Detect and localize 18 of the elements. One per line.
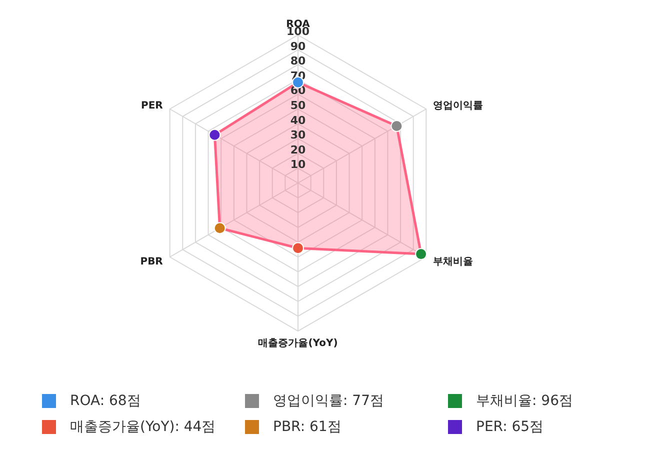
y-tick-label: 80 [290, 54, 306, 68]
spoke-label: 매출증가율(YoY) [258, 338, 338, 350]
y-tick-label: 40 [290, 114, 306, 127]
text: 매출증가율(YoY): 44점 [70, 418, 216, 436]
y-tick-label: 20 [290, 143, 306, 156]
y-tick-label: 90 [290, 40, 306, 53]
spoke-label: PER [141, 100, 164, 112]
spoke-label: 부채비율 [433, 256, 474, 268]
text: 부채비율: 96점 [476, 392, 573, 410]
text: PER: 65점 [476, 418, 544, 436]
spoke-label: 영업이익률 [433, 100, 484, 112]
text: PBR: 61점 [273, 418, 342, 436]
y-tick-label: 10 [290, 158, 306, 172]
y-tick-label: 30 [290, 128, 306, 142]
text: 영업이익률: 77점 [273, 392, 384, 410]
spoke-label: PBR [140, 256, 164, 268]
y-tick-label: 50 [290, 99, 306, 112]
text: ROA: 68점 [70, 392, 141, 410]
